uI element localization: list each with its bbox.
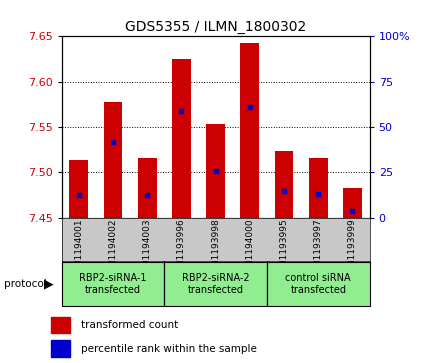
Text: protocol: protocol xyxy=(4,279,47,289)
Bar xyxy=(70,160,88,218)
Title: GDS5355 / ILMN_1800302: GDS5355 / ILMN_1800302 xyxy=(125,20,306,34)
Text: RBP2-siRNA-1
transfected: RBP2-siRNA-1 transfected xyxy=(79,273,147,295)
Text: GSM1193998: GSM1193998 xyxy=(211,219,220,280)
Text: GSM1193997: GSM1193997 xyxy=(314,219,323,280)
Bar xyxy=(275,151,293,218)
Bar xyxy=(206,124,225,218)
Bar xyxy=(240,42,259,218)
Bar xyxy=(51,317,70,333)
Text: ▶: ▶ xyxy=(44,277,53,290)
Text: GSM1194002: GSM1194002 xyxy=(108,219,117,279)
Bar xyxy=(172,59,191,218)
Bar xyxy=(309,158,328,218)
Bar xyxy=(103,102,122,218)
Bar xyxy=(343,188,362,218)
Text: GSM1193995: GSM1193995 xyxy=(279,219,289,280)
FancyBboxPatch shape xyxy=(164,262,267,306)
Text: GSM1194000: GSM1194000 xyxy=(246,219,254,279)
Text: control siRNA
transfected: control siRNA transfected xyxy=(286,273,351,295)
Text: transformed count: transformed count xyxy=(81,321,179,330)
Bar xyxy=(51,340,70,357)
Text: GSM1194001: GSM1194001 xyxy=(74,219,83,279)
Text: GSM1194003: GSM1194003 xyxy=(143,219,152,279)
FancyBboxPatch shape xyxy=(267,262,370,306)
Text: RBP2-siRNA-2
transfected: RBP2-siRNA-2 transfected xyxy=(182,273,249,295)
Text: percentile rank within the sample: percentile rank within the sample xyxy=(81,344,257,354)
Bar xyxy=(138,158,157,218)
Text: GSM1193999: GSM1193999 xyxy=(348,219,357,280)
Text: GSM1193996: GSM1193996 xyxy=(177,219,186,280)
FancyBboxPatch shape xyxy=(62,262,164,306)
